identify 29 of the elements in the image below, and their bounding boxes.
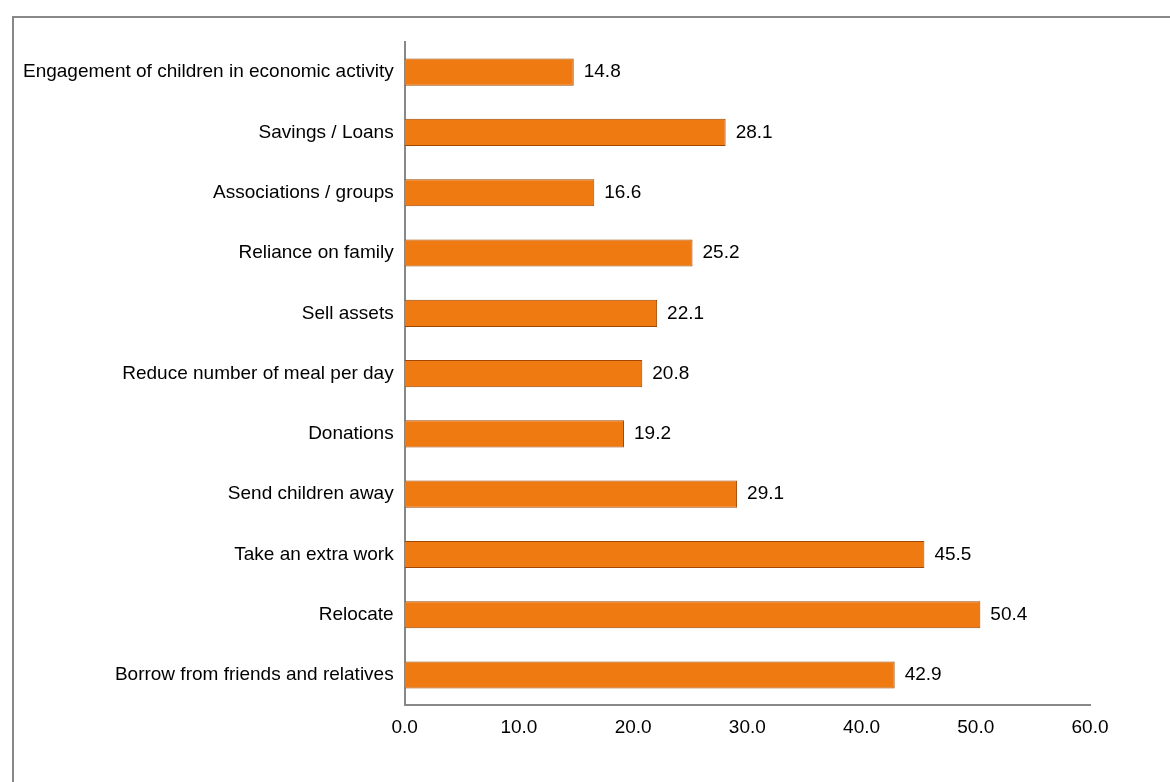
x-tick-label: 40.0 (843, 715, 881, 737)
data-label: 45.5 (934, 542, 972, 564)
data-label: 14.8 (583, 60, 621, 82)
y-tick-label: Reduce number of meal per day (122, 361, 395, 383)
data-label: 50.4 (990, 603, 1028, 624)
x-tick-label: 10.0 (500, 715, 538, 737)
data-label: 42.9 (904, 663, 942, 685)
y-tick-label: Donations (308, 422, 394, 444)
y-tick-label: Engagement of children in economic activity (22, 60, 395, 82)
y-tick-label: Take an extra work (234, 542, 395, 564)
data-label: 20.8 (652, 361, 690, 383)
data-label: 19.2 (633, 422, 671, 444)
y-tick-label: Borrow from friends and relatives (114, 663, 394, 685)
y-tick-label: Reliance on family (238, 241, 395, 263)
y-tick-label: Savings / Loans (258, 120, 394, 142)
data-label: 22.1 (667, 301, 705, 323)
y-tick-label: Sell assets (301, 301, 394, 323)
data-label: 28.1 (735, 120, 773, 142)
y-tick-label: Send children away (227, 482, 395, 504)
data-label: 16.6 (604, 180, 642, 202)
data-label: 29.1 (747, 482, 785, 504)
x-tick-label: 30.0 (728, 715, 766, 737)
y-tick-label: Relocate (318, 603, 394, 624)
x-tick-label: 60.0 (1071, 715, 1109, 737)
data-label: 25.2 (702, 241, 740, 263)
x-tick-label: 20.0 (614, 715, 652, 737)
y-tick-label: Associations / groups (213, 180, 394, 202)
x-tick-label: 50.0 (957, 715, 995, 737)
x-tick-label: 0.0 (391, 715, 418, 737)
